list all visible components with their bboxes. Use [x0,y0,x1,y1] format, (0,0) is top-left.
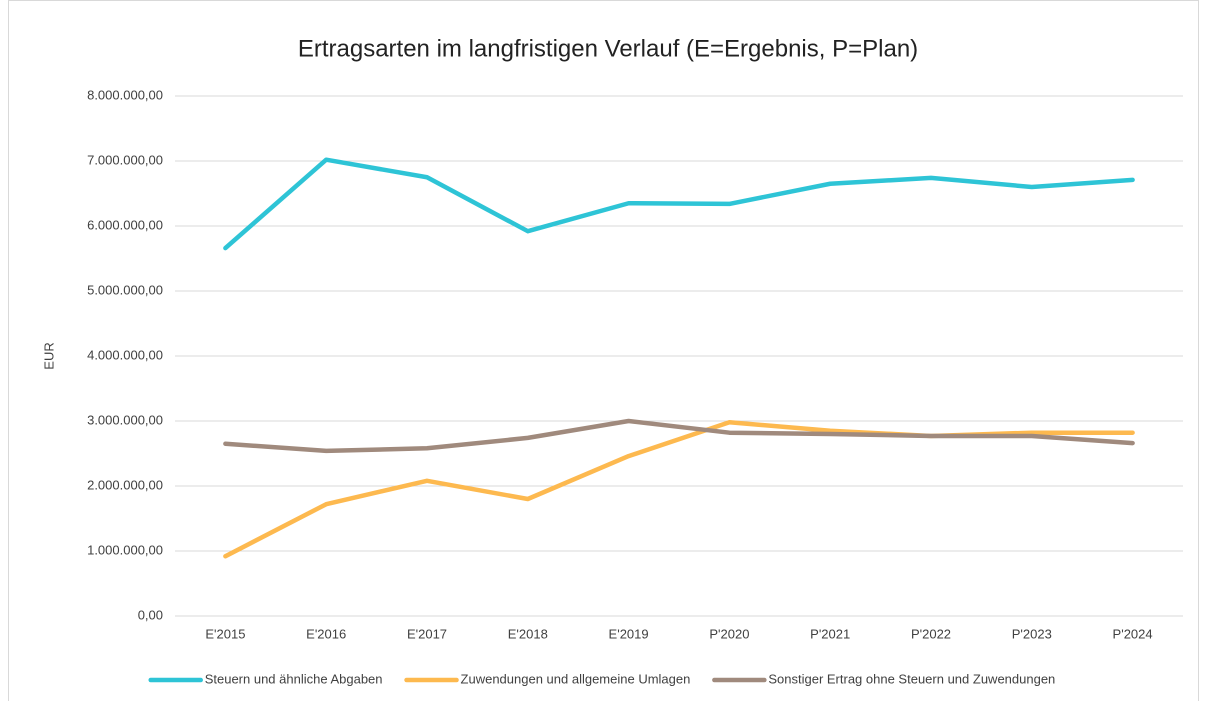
x-tick-label: P'2024 [1113,626,1153,641]
x-tick-label: P'2021 [810,626,850,641]
y-tick-label: 7.000.000,00 [87,152,163,167]
legend-label: Sonstiger Ertrag ohne Steuern und Zuwend… [768,671,1055,686]
y-tick-label: 3.000.000,00 [87,412,163,427]
y-tick-label: 0,00 [138,607,163,622]
chart-frame [8,0,1199,701]
x-tick-label: E'2018 [508,626,548,641]
legend-item: Zuwendungen und allgemeine Umlagen [404,671,691,686]
series-line [223,157,1135,251]
x-tick-label: E'2017 [407,626,447,641]
legend-label: Steuern und ähnliche Abgaben [205,671,383,686]
x-tick-label: P'2023 [1012,626,1052,641]
series-line [223,418,1135,454]
x-tick-label: P'2020 [709,626,749,641]
x-tick-label: P'2022 [911,626,951,641]
y-tick-label: 4.000.000,00 [87,347,163,362]
y-tick-label: 1.000.000,00 [87,542,163,557]
legend-label: Zuwendungen und allgemeine Umlagen [461,671,691,686]
x-tick-label: E'2016 [306,626,346,641]
chart-title: Ertragsarten im langfristigen Verlauf (E… [298,35,918,62]
y-tick-label: 5.000.000,00 [87,282,163,297]
legend-item: Sonstiger Ertrag ohne Steuern und Zuwend… [712,671,1055,686]
y-tick-label: 2.000.000,00 [87,477,163,492]
legend-item: Steuern und ähnliche Abgaben [148,671,383,686]
y-tick-label: 8.000.000,00 [87,87,163,102]
x-tick-label: E'2019 [609,626,649,641]
y-tick-label: 6.000.000,00 [87,217,163,232]
x-tick-label: E'2015 [205,626,245,641]
y-axis-label: EUR [41,342,56,369]
